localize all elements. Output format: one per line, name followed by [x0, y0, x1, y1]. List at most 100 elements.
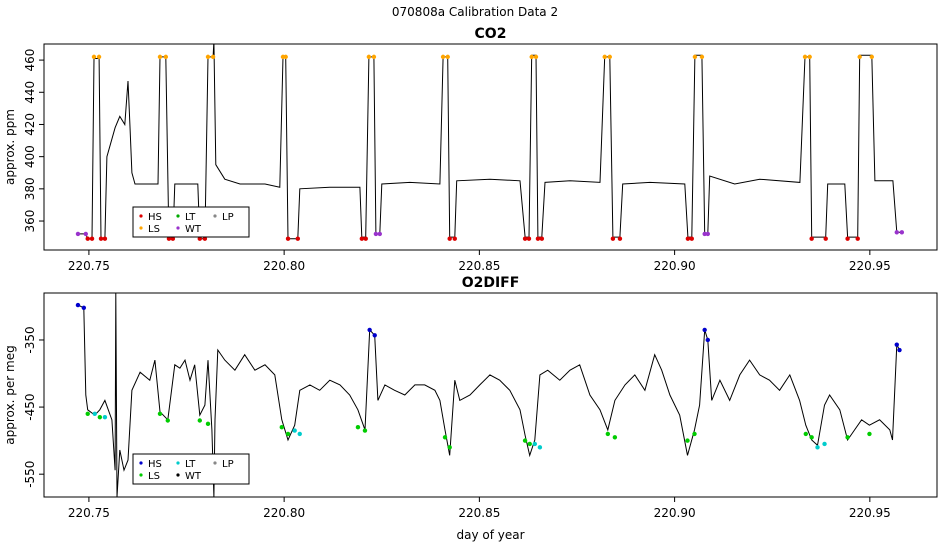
trace-line [77, 293, 900, 497]
plot-frame [43, 43, 938, 251]
cal-point [102, 236, 108, 241]
cal-point [823, 236, 828, 241]
cal-point [157, 411, 163, 416]
legend-swatch [176, 214, 180, 218]
y-tick-label: 380 [23, 177, 37, 200]
cal-point [822, 441, 827, 447]
cal-point [447, 236, 452, 241]
cal-point [98, 236, 104, 241]
cal-point [807, 54, 812, 60]
page-title: 070808a Calibration Data 2 [392, 5, 558, 19]
y-axis-label: approx. per meg [3, 345, 17, 444]
cal-point [92, 411, 97, 416]
legend-label: LS [148, 224, 160, 235]
cal-point [685, 236, 691, 241]
x-tick-label: 220.80 [263, 506, 305, 520]
cal-point [539, 236, 545, 241]
cal-point [617, 236, 623, 241]
legend-swatch [139, 473, 143, 477]
cal-point [157, 54, 163, 60]
cal-point [705, 337, 710, 343]
cal-point [607, 54, 612, 60]
cal-point [197, 236, 202, 241]
cal-point [705, 231, 710, 237]
x-tick-label: 220.90 [654, 506, 696, 520]
cal-point [526, 236, 532, 241]
legend-label: LT [185, 459, 196, 470]
x-tick-label: 220.85 [458, 259, 500, 273]
cal-point [894, 342, 899, 347]
cal-point [362, 428, 368, 433]
cal-point [809, 236, 814, 241]
cal-point [702, 231, 707, 237]
cal-point [205, 421, 211, 427]
x-tick-label: 220.95 [849, 506, 891, 520]
cal-point [809, 435, 814, 440]
x-tick-label: 220.75 [68, 506, 110, 520]
cal-point [83, 231, 88, 237]
cal-point [377, 231, 383, 237]
legend-box [132, 206, 250, 238]
legend-label: LT [185, 212, 196, 223]
legend-label: LP [222, 212, 234, 223]
legend-swatch [213, 461, 217, 465]
cal-point [371, 54, 377, 60]
cal-point [533, 54, 539, 60]
legend-label: WT [185, 224, 202, 235]
cal-point [363, 236, 368, 241]
cal-point [359, 236, 365, 241]
cal-point [372, 333, 377, 338]
plot-frame [43, 292, 938, 498]
cal-point [802, 54, 808, 60]
cal-point [75, 302, 81, 308]
cal-point [527, 441, 532, 447]
cal-point [612, 435, 618, 440]
cal-point [440, 54, 446, 60]
cal-point [803, 431, 809, 437]
cal-point [295, 236, 301, 241]
cal-point [537, 445, 543, 450]
chart-title: CO2 [475, 26, 507, 42]
cal-point [685, 438, 690, 443]
chart-title: O2DIFF [462, 275, 520, 291]
cal-point [297, 431, 302, 437]
cal-point [355, 425, 361, 430]
cal-point [602, 54, 607, 60]
cal-point [535, 236, 541, 241]
y-tick-label: 460 [23, 49, 37, 72]
cal-point [899, 230, 905, 235]
cal-point [452, 236, 457, 241]
cal-point [283, 54, 288, 60]
cal-point [166, 236, 172, 241]
cal-point [855, 236, 860, 241]
plot-area [75, 44, 905, 241]
y-tick-label: 420 [23, 113, 37, 136]
cal-point [85, 236, 90, 241]
cal-point [605, 431, 611, 437]
cal-point [96, 54, 102, 60]
legend-box [132, 453, 250, 485]
legend-label: LS [148, 471, 160, 482]
cal-point [202, 236, 208, 241]
x-tick-label: 220.75 [68, 259, 110, 273]
cal-point [857, 54, 862, 60]
legend-swatch [139, 461, 143, 465]
x-tick-label: 220.95 [849, 259, 891, 273]
cal-point [102, 414, 108, 420]
cal-point [373, 231, 379, 237]
cal-point [279, 425, 284, 430]
cal-point [442, 435, 448, 440]
legend-label: LP [222, 459, 234, 470]
y-axis-label: approx. ppm [3, 109, 17, 185]
cal-point [205, 54, 211, 60]
cal-point [845, 236, 850, 241]
cal-point [897, 347, 902, 353]
cal-point [522, 438, 528, 443]
legend-label: HS [148, 212, 162, 223]
cal-point [292, 428, 297, 433]
legend-label: HS [148, 459, 162, 470]
legend-swatch [139, 226, 143, 230]
x-tick-label: 220.85 [458, 506, 500, 520]
cal-point [702, 327, 707, 333]
